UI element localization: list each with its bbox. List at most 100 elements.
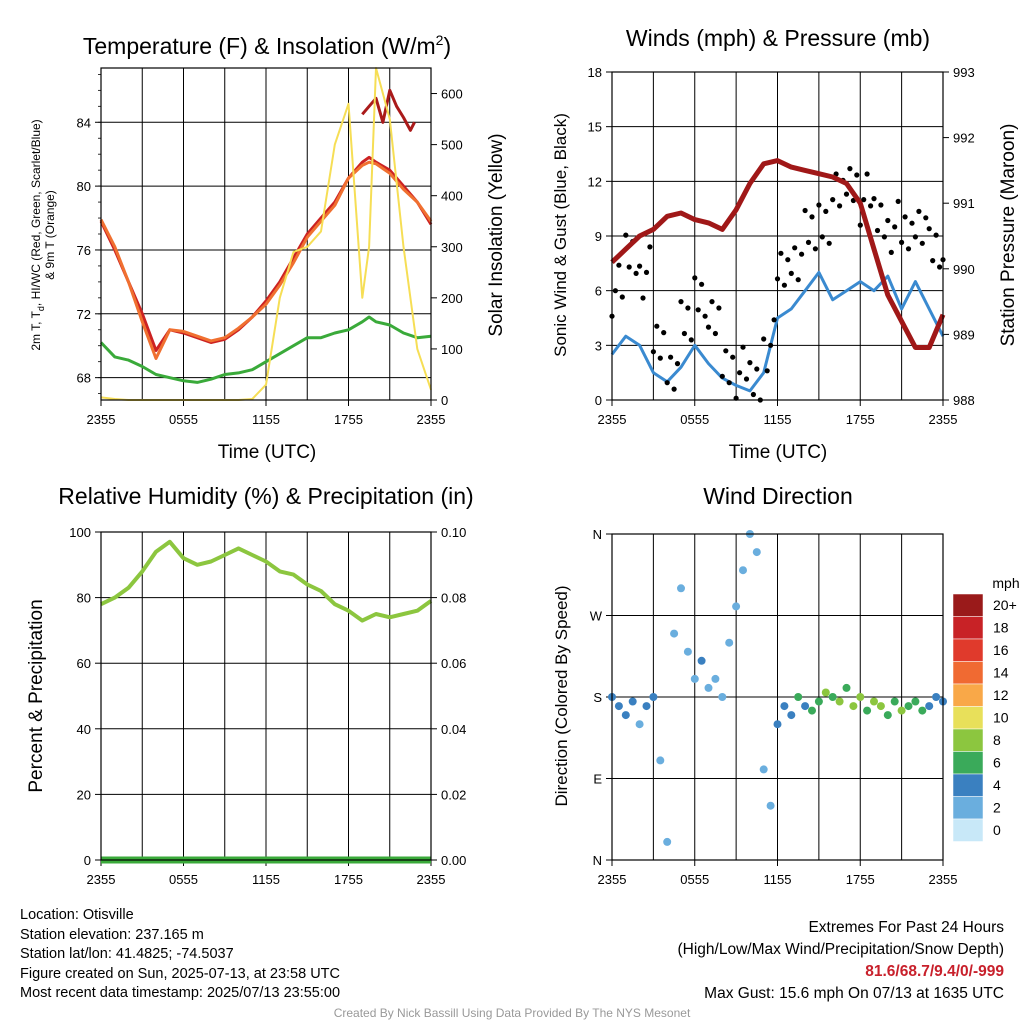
ytick-right-label: 993	[953, 65, 975, 80]
legend-swatch	[952, 683, 984, 707]
recent-text: Most recent data timestamp: 2025/07/13 2…	[20, 985, 341, 1002]
legend-swatch	[952, 796, 984, 820]
direction-point	[814, 697, 823, 706]
xtick-label: 2355	[598, 872, 627, 887]
gust-point	[809, 214, 815, 220]
gust-point	[778, 250, 784, 256]
direction-point	[649, 693, 658, 701]
winds-title: Winds (mph) & Pressure (mb)	[626, 25, 930, 51]
legend-label: 16	[993, 642, 1009, 658]
legend-swatch	[952, 751, 984, 775]
ytick-right-label: 989	[953, 327, 975, 342]
gust-point	[888, 249, 894, 255]
gust-point	[657, 355, 663, 361]
gust-point	[912, 234, 919, 240]
ytick-left-label: 18	[588, 65, 602, 80]
winds-xlabel: Time (UTC)	[729, 442, 828, 463]
legend-swatch	[952, 661, 984, 685]
ytick-right-label: 0.02	[441, 787, 466, 802]
gust-point	[812, 246, 819, 252]
gust-point	[674, 361, 681, 367]
gust-point	[805, 239, 812, 245]
direction-point	[642, 702, 651, 711]
xtick-label: 2355	[598, 412, 627, 427]
gust-point	[826, 240, 832, 246]
direction-point	[828, 693, 837, 701]
direction-point	[932, 693, 941, 701]
extremes-values: 81.6/68.7/9.4/0/-999	[865, 963, 1004, 980]
ytick-left-label: 0	[84, 853, 91, 868]
legend-label: 18	[993, 620, 1009, 636]
ytick-right-label: 200	[441, 291, 463, 306]
xtick-label: 0555	[680, 872, 709, 887]
gust-point	[871, 196, 877, 202]
gust-point	[819, 234, 825, 240]
max-gust-text: Max Gust: 15.6 mph On 07/13 at 1635 UTC	[704, 985, 1004, 1002]
ytick-left-label: 80	[77, 179, 91, 194]
gust-point	[837, 203, 843, 209]
ytick-left-label: 12	[588, 174, 602, 189]
gust-point	[695, 307, 701, 313]
gust-point	[737, 370, 743, 376]
gust-point	[878, 202, 884, 208]
ytick-left-label: 20	[77, 787, 91, 802]
temperature-ylabel-right: Solar Insolation (Yellow)	[486, 133, 507, 336]
plot-border	[611, 71, 944, 401]
gust-point	[626, 264, 632, 270]
temperature-panel: Temperature (F) & Insolation (W/m2) 2m T…	[29, 32, 507, 463]
ytick-left-label: 80	[77, 591, 91, 606]
gust-point	[916, 208, 922, 214]
humidity-title: Relative Humidity (%) & Precipitation (i…	[58, 483, 473, 509]
gust-point	[830, 197, 836, 203]
direction-point	[897, 706, 906, 715]
ytick-left-label: 72	[77, 307, 91, 322]
legend-swatch	[952, 818, 984, 842]
xtick-label: 1755	[846, 412, 875, 427]
direction-point	[870, 697, 878, 706]
gust-point	[905, 246, 912, 252]
xtick-label: 2355	[929, 412, 958, 427]
direction-point	[773, 720, 782, 729]
winds-ylabel-left: Sonic Wind & Gust (Blue, Black)	[551, 113, 570, 357]
gust-point	[895, 198, 901, 204]
ytick-left-label: E	[593, 772, 602, 787]
gust-point	[705, 324, 712, 330]
direction-point	[821, 688, 830, 697]
direction-point	[794, 693, 803, 701]
direction-point	[842, 683, 851, 692]
gust-point	[654, 323, 660, 329]
gust-point	[671, 386, 677, 392]
xtick-label: 2355	[417, 412, 446, 427]
ytick-left-label: 100	[69, 525, 91, 540]
gust-point	[864, 171, 870, 177]
direction-point	[725, 638, 734, 647]
charts-canvas: Temperature (F) & Insolation (W/m2) 2m T…	[26, 25, 1020, 887]
station-info: Location: Otisville Station elevation: 2…	[20, 906, 340, 1004]
direction-point	[677, 584, 685, 593]
direction-point	[787, 711, 796, 720]
gust-point	[933, 232, 939, 238]
direction-point	[697, 656, 706, 665]
gust-point	[612, 288, 619, 294]
direction-point	[628, 697, 637, 706]
direction-point	[904, 702, 913, 711]
latlon-text: Station lat/lon: 41.4825; -74.5037	[20, 946, 234, 963]
extremes-title: Extremes For Past 24 Hours	[808, 919, 1004, 936]
xtick-label: 2355	[87, 872, 116, 887]
ytick-left-label: N	[593, 853, 602, 868]
gust-point	[688, 337, 694, 343]
ytick-right-label: 0.00	[441, 853, 466, 868]
gust-point	[643, 269, 650, 275]
gust-point	[740, 344, 746, 350]
xtick-label: 1155	[252, 872, 280, 887]
gust-point	[868, 203, 874, 209]
gust-point	[678, 299, 684, 305]
legend-label: 10	[993, 710, 1009, 726]
ytick-left-label: W	[590, 609, 603, 624]
series-line-9m-t	[99, 160, 433, 360]
gust-point	[723, 348, 729, 354]
plot-border	[611, 533, 944, 861]
gust-point	[881, 234, 888, 240]
direction-point	[621, 711, 630, 720]
xtick-label: 1755	[846, 872, 875, 887]
